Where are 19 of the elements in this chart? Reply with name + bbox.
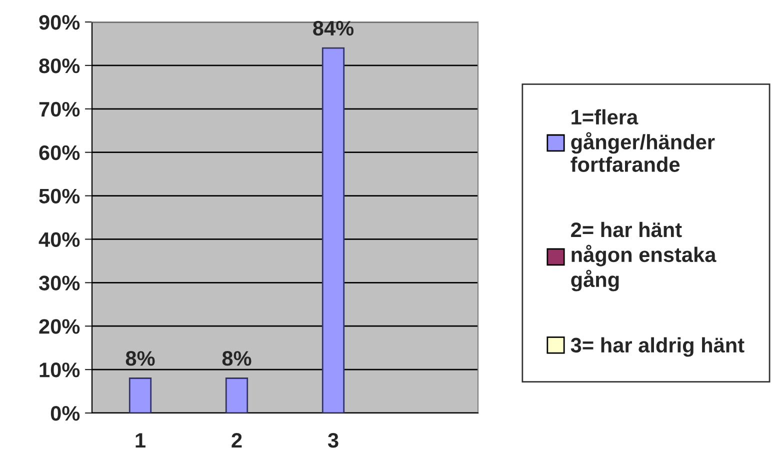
y-tick-label: 90% bbox=[39, 15, 80, 30]
y-tick-label: 50% bbox=[39, 188, 80, 204]
y-tick-label: 70% bbox=[39, 102, 80, 117]
x-tick-label: 1 bbox=[136, 433, 146, 448]
legend-label: 3= har aldrig hänt bbox=[570, 337, 744, 357]
x-tick-label: 2 bbox=[232, 432, 242, 448]
y-tick-label: 0% bbox=[50, 406, 80, 421]
y-tick-label: 40% bbox=[38, 232, 80, 247]
y-tick-label: 20% bbox=[39, 319, 80, 334]
y-tick-label: 30% bbox=[38, 276, 80, 290]
y-tick-label: 60% bbox=[39, 145, 80, 160]
data-label: 8% bbox=[222, 351, 252, 366]
legend-label: 1=flera gånger/händer fortfarande bbox=[570, 109, 715, 172]
data-label: 8% bbox=[126, 351, 155, 366]
data-label: 84% bbox=[313, 20, 354, 36]
x-tick-label: 3 bbox=[328, 432, 338, 448]
legend-label: 2= har hänt någon enstaka gång bbox=[571, 222, 716, 292]
y-tick-label: 80% bbox=[39, 58, 80, 74]
y-tick-label: 10% bbox=[40, 362, 80, 378]
